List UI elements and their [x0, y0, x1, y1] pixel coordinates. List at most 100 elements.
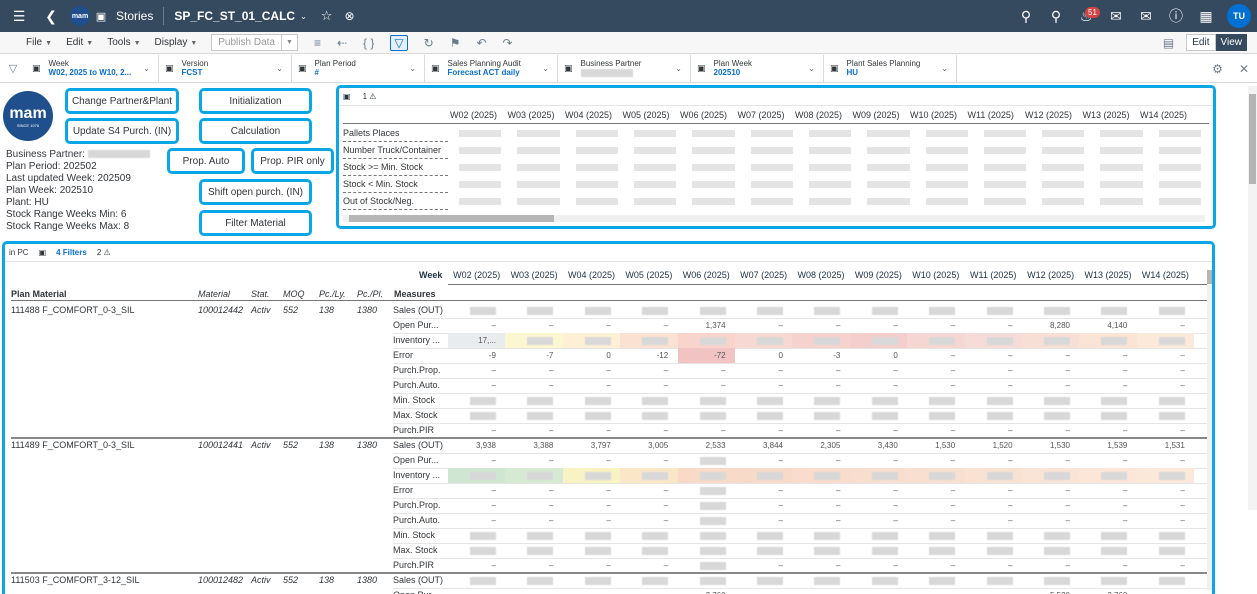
data-cell[interactable] — [571, 306, 611, 315]
data-cell[interactable]: 3,430 — [877, 441, 898, 450]
data-cell[interactable] — [858, 576, 898, 585]
filter-icon[interactable]: ▽ — [390, 34, 408, 51]
data-cell[interactable]: – — [491, 456, 496, 465]
user-avatar[interactable]: TU — [1227, 4, 1251, 28]
data-cell[interactable] — [800, 576, 841, 585]
data-cell[interactable] — [973, 306, 1013, 315]
data-cell[interactable]: 0 — [893, 351, 898, 360]
change-partner-plant-button[interactable]: Change Partner&Plant — [65, 88, 179, 114]
data-cell[interactable]: – — [778, 381, 783, 390]
data-cell[interactable] — [1087, 396, 1128, 405]
data-cell[interactable] — [858, 471, 898, 480]
data-cell[interactable] — [1030, 471, 1070, 480]
summary-warning-count[interactable]: 1 ⚠ — [362, 92, 377, 101]
data-cell[interactable]: – — [778, 516, 783, 525]
data-cell[interactable]: – — [1008, 561, 1013, 570]
close-filterbar-icon[interactable]: ✕ — [1238, 62, 1249, 76]
data-cell[interactable]: – — [973, 591, 1012, 594]
data-cell[interactable]: – — [663, 426, 669, 435]
data-cell[interactable] — [571, 336, 611, 345]
data-cell[interactable]: – — [835, 381, 841, 390]
data-cell[interactable] — [456, 306, 496, 315]
data-cell[interactable] — [513, 531, 554, 540]
data-cell[interactable] — [686, 336, 726, 345]
data-cell[interactable]: – — [1122, 366, 1128, 375]
data-cell[interactable]: – — [778, 501, 783, 510]
data-cell[interactable]: – — [893, 456, 898, 465]
data-cell[interactable]: 3,005 — [648, 441, 669, 450]
data-cell[interactable]: 0 — [778, 351, 783, 360]
data-cell[interactable]: – — [663, 516, 669, 525]
data-cell[interactable]: – — [778, 321, 783, 330]
data-cell[interactable]: – — [663, 321, 669, 330]
data-cell[interactable] — [686, 561, 726, 570]
data-cell[interactable] — [973, 396, 1013, 405]
data-cell[interactable] — [1030, 336, 1070, 345]
data-cell[interactable] — [1145, 531, 1185, 540]
hamburger-menu-icon[interactable]: ☰ — [12, 7, 26, 24]
data-cell[interactable]: -7 — [546, 351, 554, 360]
data-cell[interactable]: – — [548, 561, 554, 570]
data-cell[interactable] — [686, 486, 726, 495]
data-cell[interactable] — [915, 306, 956, 315]
chat-icon[interactable]: ✉ — [1110, 7, 1122, 24]
data-cell[interactable]: – — [1065, 561, 1070, 570]
data-cell[interactable]: – — [835, 456, 841, 465]
data-cell[interactable] — [1030, 411, 1070, 420]
data-cell[interactable] — [973, 411, 1013, 420]
data-cell[interactable]: – — [513, 591, 553, 594]
data-cell[interactable] — [1030, 531, 1070, 540]
data-cell[interactable]: – — [491, 486, 496, 495]
title-chevron-down-icon[interactable]: ⌄ — [300, 11, 307, 21]
data-cell[interactable]: -3 — [833, 351, 841, 360]
menu-file[interactable]: File ▼ — [26, 37, 53, 48]
data-cell[interactable] — [858, 531, 898, 540]
data-cell[interactable]: 3,388 — [533, 441, 554, 450]
data-cell[interactable]: – — [1065, 351, 1070, 360]
data-cell[interactable] — [686, 471, 726, 480]
data-cell[interactable] — [513, 576, 554, 585]
data-cell[interactable]: 8,280 — [1049, 321, 1070, 330]
data-cell[interactable] — [915, 411, 956, 420]
data-cell[interactable] — [571, 411, 611, 420]
data-cell[interactable]: – — [663, 366, 669, 375]
data-cell[interactable]: – — [835, 516, 841, 525]
data-cell[interactable] — [686, 456, 726, 465]
data-cell[interactable] — [1145, 396, 1185, 405]
data-cell[interactable] — [686, 516, 726, 525]
data-cell[interactable]: – — [950, 561, 956, 570]
data-cell[interactable]: – — [491, 501, 496, 510]
data-cell[interactable]: – — [606, 501, 611, 510]
data-cell[interactable] — [456, 471, 496, 480]
data-cell[interactable] — [915, 576, 956, 585]
data-cell[interactable]: – — [835, 486, 841, 495]
data-cell[interactable] — [628, 411, 669, 420]
data-cell[interactable]: – — [1180, 321, 1185, 330]
data-cell[interactable]: – — [606, 516, 611, 525]
filters-link[interactable]: 4 Filters — [56, 248, 87, 257]
data-cell[interactable]: – — [893, 486, 898, 495]
favorite-star-icon[interactable]: ☆ — [320, 8, 333, 23]
close-story-icon[interactable]: ⊗ — [344, 9, 355, 23]
data-cell[interactable] — [686, 306, 726, 315]
calculation-button[interactable]: Calculation — [199, 118, 312, 144]
data-cell[interactable]: – — [1065, 426, 1070, 435]
data-cell[interactable] — [628, 471, 669, 480]
data-cell[interactable]: 3,797 — [590, 441, 611, 450]
summary-horizontal-scrollbar[interactable] — [343, 215, 1205, 222]
data-cell[interactable]: – — [1065, 456, 1070, 465]
data-cell[interactable] — [858, 396, 898, 405]
data-cell[interactable] — [686, 396, 726, 405]
data-cell[interactable]: 2,533 — [705, 441, 726, 450]
data-cell[interactable] — [800, 396, 841, 405]
formula-icon[interactable]: { } — [363, 35, 375, 50]
data-cell[interactable]: 5,520 — [1030, 591, 1070, 594]
data-cell[interactable]: – — [1180, 381, 1185, 390]
data-cell[interactable] — [1145, 471, 1185, 480]
data-cell[interactable]: 0 — [606, 351, 611, 360]
filter-plant-sales-planning[interactable]: ▣ Plant Sales Planning HU ⌄ — [824, 55, 957, 82]
data-cell[interactable]: -72 — [714, 351, 726, 360]
filter-week[interactable]: ▣ Week W02, 2025 to W10, 2... ⌄ — [26, 55, 159, 82]
data-cell[interactable]: – — [1008, 321, 1013, 330]
data-cell[interactable]: – — [778, 561, 783, 570]
